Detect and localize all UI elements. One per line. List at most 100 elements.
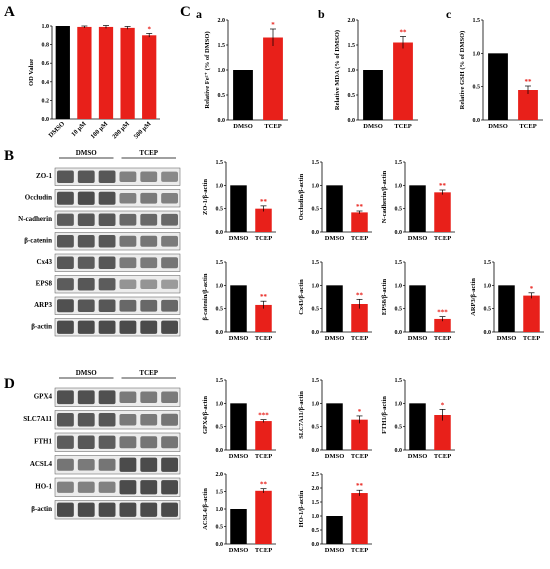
y-axis-label: Relative MDA (% of DMSO) <box>334 30 341 110</box>
blot-band <box>161 193 178 204</box>
category-label: DMSO <box>233 123 253 130</box>
bar-tcep <box>434 415 451 450</box>
y-tick-label: 2.0 <box>218 18 226 24</box>
significance-mark: * <box>147 25 151 33</box>
blot-band <box>161 235 178 247</box>
category-label: TCEP <box>394 123 411 130</box>
blot-row: FTH1 <box>34 432 181 452</box>
blot-band <box>119 193 137 204</box>
y-tick-label: 1.5 <box>216 260 224 266</box>
category-label: DMSO <box>497 335 517 342</box>
category-label: TCEP <box>351 235 368 242</box>
blot-row: ACSL4 <box>30 455 181 475</box>
y-axis-label: EPS8/β-actin <box>381 278 388 315</box>
blot-band <box>98 502 116 517</box>
blot-band <box>119 171 137 182</box>
chart-Occludin: 0.0 0.5 1.0 1.5 Occludin/β-actin DMSO ** TCEP <box>298 160 372 242</box>
blot-band <box>119 480 137 495</box>
blot-band <box>77 458 95 471</box>
chart-Ca: 0.0 0.5 1.0 1.5 2.0 Relative Fe²⁺ (% of DMSO)… <box>204 18 288 130</box>
y-tick-label: 0.0 <box>395 448 403 454</box>
chart-Cb: 0.0 0.5 1.0 1.5 2.0 Relative MDA (% of DMSO) D… <box>334 18 418 130</box>
bar-tcep <box>434 318 451 332</box>
bar-dmso <box>326 516 343 544</box>
blot-band <box>140 436 158 449</box>
blot-band <box>161 257 178 269</box>
blot-band <box>140 235 158 247</box>
blot-row: Cx43 <box>36 253 181 272</box>
y-tick-label: 1.5 <box>395 260 403 266</box>
category-label: DMSO <box>229 335 249 342</box>
category-label: DMSO <box>229 453 249 460</box>
y-tick-label: 0.0 <box>218 118 226 124</box>
chart-Cx43: 0.0 0.5 1.0 1.5 Cx43/β-actin DMSO ** TCEP <box>298 260 372 342</box>
y-tick-label: 0.5 <box>348 93 356 99</box>
blot-band <box>98 278 116 291</box>
blot-band <box>98 458 116 471</box>
blot-band <box>140 192 158 204</box>
y-tick-label: 0.0 <box>312 230 320 236</box>
blot-band <box>57 458 74 471</box>
blot-row: N-cadherin <box>18 210 181 229</box>
category-label: DMSO <box>229 547 249 554</box>
y-axis-label: ACSL4/β-actin <box>202 488 209 530</box>
y-tick-label: 0.5 <box>395 307 403 313</box>
blot-group-label: TCEP <box>139 149 158 157</box>
category-label: TCEP <box>255 235 272 242</box>
significance-mark: * <box>441 401 445 409</box>
blot-band <box>119 299 137 312</box>
y-tick-label: 1.0 <box>395 183 403 189</box>
blot-band <box>140 171 158 182</box>
category-label: TCEP <box>255 547 272 554</box>
blot-band <box>57 213 74 226</box>
y-tick-label: 1.0 <box>216 507 224 513</box>
blot-band <box>57 502 74 517</box>
blot-band <box>161 171 178 182</box>
category-label: TCEP <box>434 235 451 242</box>
blot-row: Occludin <box>25 189 181 208</box>
y-tick-label: 1.5 <box>216 378 224 384</box>
blot-band <box>57 320 74 334</box>
blot-row: ZO-1 <box>36 167 181 186</box>
y-tick-label: 1.0 <box>312 183 320 189</box>
blot-band <box>77 299 95 313</box>
category-label: TCEP <box>255 335 272 342</box>
blot-row: SLC7A11 <box>23 410 181 430</box>
blot-band <box>140 480 158 495</box>
y-tick-label: 1.0 <box>42 24 50 30</box>
category-label: DMSO <box>488 123 508 130</box>
bar-dmso <box>409 185 426 232</box>
blot-band <box>77 277 95 291</box>
category-label: DMSO <box>408 335 428 342</box>
sub-letter-b: b <box>318 7 325 21</box>
y-tick-label: 0.0 <box>312 542 320 548</box>
y-axis-label: Occludin/β-actin <box>298 173 305 220</box>
blot-band <box>140 279 158 290</box>
significance-mark: ** <box>260 481 268 489</box>
blot-band <box>161 502 178 517</box>
y-tick-label: 1.0 <box>395 401 403 407</box>
significance-mark: ** <box>356 482 364 490</box>
blot-row: β-catenin <box>24 232 181 251</box>
blot-band <box>57 412 74 427</box>
blot-band <box>140 257 158 269</box>
y-axis-label: GPX4/β-actin <box>202 396 209 434</box>
blot-band <box>161 279 178 289</box>
y-axis-label: β-catenin/β-actin <box>202 273 209 320</box>
blot-band <box>77 234 95 248</box>
blot-band <box>98 299 116 313</box>
blot-band <box>57 234 74 248</box>
bar-dmso <box>230 403 247 450</box>
y-tick-label: 1.0 <box>395 283 403 289</box>
blot-band <box>161 391 178 404</box>
blot-band <box>98 435 116 449</box>
bar-tcep <box>393 42 413 120</box>
category-label: TCEP <box>434 453 451 460</box>
y-tick-label: 0.5 <box>312 207 320 213</box>
blot-band <box>161 480 178 495</box>
blot-row-label: ACSL4 <box>30 460 53 468</box>
blot-band <box>77 502 95 517</box>
blot-row: GPX4 <box>34 387 181 407</box>
significance-mark: ** <box>400 29 408 37</box>
y-tick-label: 1.0 <box>218 68 226 74</box>
